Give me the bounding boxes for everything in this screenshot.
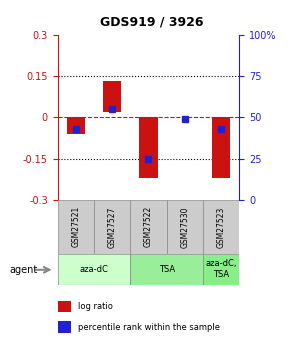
- Text: GDS919 / 3926: GDS919 / 3926: [100, 16, 203, 29]
- FancyBboxPatch shape: [203, 254, 239, 285]
- Bar: [58, 301, 71, 313]
- Bar: [212, 117, 230, 178]
- FancyBboxPatch shape: [130, 200, 167, 254]
- FancyBboxPatch shape: [58, 200, 94, 254]
- Bar: [58, 322, 71, 333]
- Text: GSM27521: GSM27521: [71, 206, 80, 247]
- Bar: [67, 117, 85, 134]
- Text: GSM27522: GSM27522: [144, 206, 153, 247]
- Text: GSM27530: GSM27530: [180, 206, 189, 248]
- FancyBboxPatch shape: [94, 200, 130, 254]
- FancyBboxPatch shape: [203, 200, 239, 254]
- Text: TSA: TSA: [158, 265, 175, 274]
- Text: percentile rank within the sample: percentile rank within the sample: [78, 323, 220, 332]
- Text: aza-dC: aza-dC: [79, 265, 108, 274]
- Text: GSM27527: GSM27527: [108, 206, 117, 247]
- FancyBboxPatch shape: [130, 254, 203, 285]
- Bar: [139, 117, 158, 178]
- Text: GSM27523: GSM27523: [217, 206, 226, 247]
- Text: log ratio: log ratio: [78, 302, 113, 311]
- FancyBboxPatch shape: [167, 200, 203, 254]
- Text: aza-dC,
TSA: aza-dC, TSA: [205, 259, 237, 279]
- Text: agent: agent: [9, 265, 37, 275]
- Bar: [103, 81, 121, 112]
- FancyBboxPatch shape: [58, 254, 130, 285]
